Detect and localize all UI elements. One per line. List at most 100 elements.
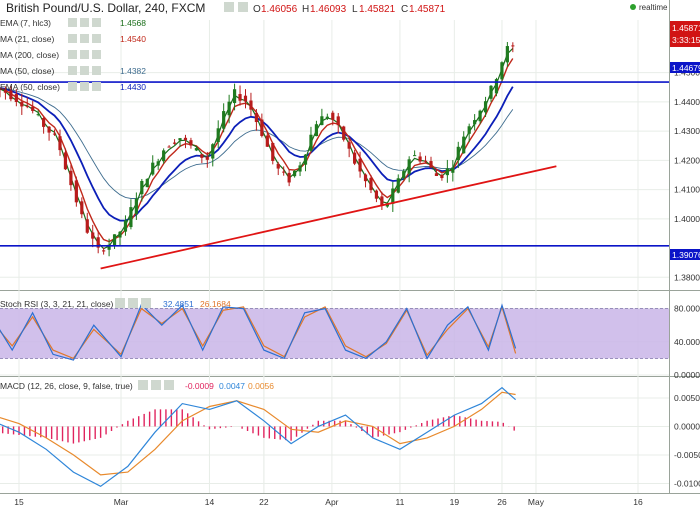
rsi-legend: Stoch RSI (3, 3, 21, 21, close) 32.4851 …: [0, 298, 231, 309]
stoch-rsi-settings-icon[interactable]: [128, 298, 138, 308]
candle-body: [52, 133, 57, 135]
header: British Pound/U.S. Dollar, 240, FXCM O 1…: [6, 1, 668, 15]
open-value: 1.46056: [261, 4, 298, 15]
legend-value: 1.4430: [120, 82, 146, 92]
price-tick-label: 1.40000: [674, 214, 700, 224]
low-label: L: [352, 4, 358, 15]
time-tick-label: 22: [259, 497, 269, 507]
candle-body: [183, 137, 188, 140]
candle-body: [500, 62, 504, 80]
legend-visibility-icon[interactable]: [68, 50, 77, 59]
candle-body: [254, 113, 259, 123]
stoch-rsi-visibility-icon[interactable]: [115, 298, 125, 308]
legend-visibility-icon[interactable]: [68, 82, 77, 91]
open-label: O: [253, 4, 261, 15]
candle-body: [178, 138, 182, 141]
candle-body: [331, 112, 335, 120]
lower-line-label: 1.39076: [672, 250, 700, 260]
candle-body: [292, 170, 297, 177]
upper-line-tag: [670, 62, 700, 73]
candle-body: [9, 90, 13, 100]
candle-body: [385, 203, 389, 207]
low-value: 1.45821: [359, 4, 396, 15]
candle-body: [374, 190, 379, 199]
legend-settings-icon[interactable]: [80, 34, 89, 43]
price-tags: 1.45871 3:33:15 1.44679 1.39076: [670, 21, 700, 260]
macd-settings-icon[interactable]: [151, 380, 161, 390]
price-panel: 1.450001.440001.430001.420001.410001.400…: [0, 42, 700, 282]
legend-label: MA (200, close): [0, 50, 59, 60]
legend-visibility-icon[interactable]: [68, 34, 77, 43]
stoch-rsi-tick-label: 0.0000: [674, 370, 700, 380]
stoch-rsi-panel: 80.0000 40.0000 0.0000: [0, 303, 700, 380]
candle-body: [172, 142, 177, 144]
candle-body: [123, 220, 128, 232]
candle-body: [287, 172, 291, 183]
ma-long-line: [0, 87, 514, 199]
candle-body: [358, 158, 362, 172]
time-tick-label: 14: [205, 497, 215, 507]
candle-body: [222, 111, 226, 129]
legend-visibility-icon[interactable]: [68, 66, 77, 75]
legend-settings-icon[interactable]: [80, 82, 89, 91]
legend-close-icon[interactable]: [92, 34, 101, 43]
candle-body: [249, 100, 253, 110]
legend-settings-icon[interactable]: [80, 50, 89, 59]
macd-tick-label: -0.0100: [674, 478, 700, 488]
candle-body: [156, 161, 160, 166]
price-tick-label: 1.41000: [674, 185, 700, 195]
candle-body: [462, 136, 466, 154]
candle-body: [483, 101, 488, 113]
candle-body: [20, 101, 24, 107]
candle-body: [380, 196, 384, 206]
macd-close-icon[interactable]: [164, 380, 174, 390]
candle-body: [36, 114, 40, 116]
candles: [0, 42, 515, 257]
candle-body: [3, 88, 8, 93]
time-tick-label: 19: [450, 497, 460, 507]
ema-50-line: [0, 86, 514, 222]
settings-gear-icon[interactable]: [238, 2, 248, 12]
candle-body: [440, 174, 444, 179]
stoch-rsi-k-value: 32.4851: [163, 299, 194, 309]
time-tick-label: Mar: [114, 497, 129, 507]
candle-body: [232, 89, 237, 104]
macd-panel: 0.0050 0.0000 -0.0050 -0.0100: [0, 386, 700, 488]
legend-value: 1.4382: [120, 66, 146, 76]
candle-body: [423, 160, 428, 162]
candle-body: [402, 171, 406, 179]
stoch-rsi-close-icon[interactable]: [141, 298, 151, 308]
price-tick-label: 1.38000: [674, 272, 700, 282]
candle-body: [238, 94, 242, 101]
candle-body: [74, 180, 78, 203]
visibility-toggle-icon[interactable]: [224, 2, 234, 12]
legend-close-icon[interactable]: [92, 50, 101, 59]
candle-body: [320, 116, 324, 126]
candle-body: [227, 101, 231, 116]
candle-body: [260, 119, 264, 136]
candle-body: [505, 46, 509, 63]
legend-settings-icon[interactable]: [80, 66, 89, 75]
candle-body: [167, 146, 171, 148]
indicator-legend: EMA (7, hlc3) 1.4568 MA (21, close) 1.4540 M…: [0, 18, 146, 92]
legend-close-icon[interactable]: [92, 82, 101, 91]
legend-close-icon[interactable]: [92, 18, 101, 27]
candle-body: [391, 188, 395, 204]
macd-visibility-icon[interactable]: [138, 380, 148, 390]
close-label: C: [401, 4, 408, 15]
trendline[interactable]: [100, 165, 557, 270]
legend-visibility-icon[interactable]: [68, 18, 77, 27]
candle-body: [303, 154, 308, 165]
candle-body: [314, 124, 319, 137]
candle-body: [14, 93, 18, 102]
macd-title: MACD (12, 26, close, 9, false, true): [0, 381, 133, 391]
candle-body: [456, 146, 460, 161]
stoch-rsi-title: Stoch RSI (3, 3, 21, 21, close): [0, 299, 114, 309]
candle-body: [216, 128, 220, 143]
legend-settings-icon[interactable]: [80, 18, 89, 27]
time-axis: 15 Mar 14 22 Apr 11 19 26 May 16: [14, 497, 643, 507]
candle-body: [85, 219, 89, 233]
candle-body: [282, 171, 286, 173]
macd-line: [0, 386, 516, 488]
legend-close-icon[interactable]: [92, 66, 101, 75]
